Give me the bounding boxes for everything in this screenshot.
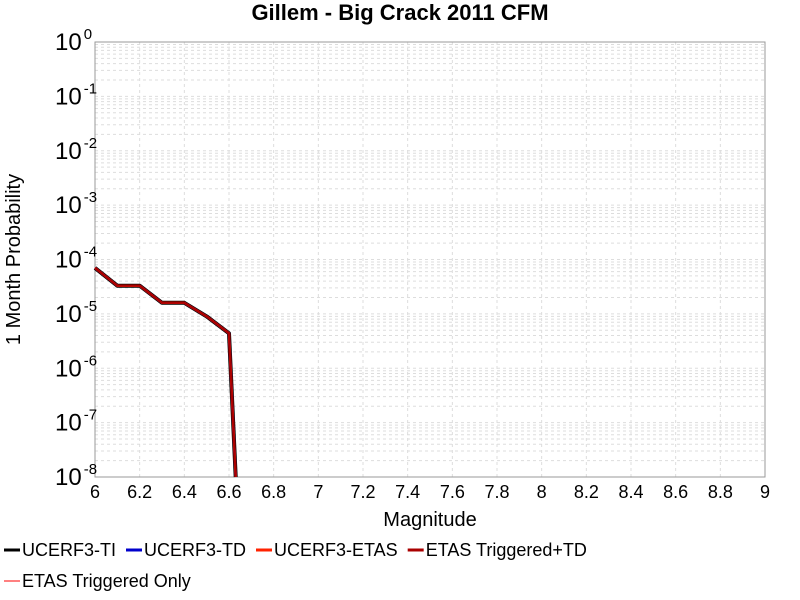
- x-tick-label: 8: [537, 482, 547, 502]
- legend-label: UCERF3-ETAS: [274, 540, 398, 560]
- x-tick-label: 6.4: [172, 482, 197, 502]
- x-axis-label: Magnitude: [383, 509, 476, 531]
- series-line: [93, 266, 238, 478]
- legend-label: UCERF3-TI: [22, 540, 116, 560]
- series-layer: [93, 266, 238, 478]
- y-tick-label: 10 -5: [55, 298, 97, 328]
- x-tick-label: 6.2: [127, 482, 152, 502]
- x-tick-label: 8.6: [663, 482, 688, 502]
- chart-title: Gillem - Big Crack 2011 CFM: [251, 0, 548, 25]
- y-tick-label: 10 -1: [55, 80, 97, 110]
- x-tick-label: 6.6: [216, 482, 241, 502]
- x-tick-label: 6: [90, 482, 100, 502]
- legend: UCERF3-TI UCERF3-TD UCERF3-ETAS ETAS Trigge…: [4, 540, 587, 591]
- grid: [94, 42, 766, 478]
- y-tick-label: 10 -2: [55, 135, 97, 165]
- legend-label: UCERF3-TD: [144, 540, 246, 560]
- x-tick-label: 7.4: [395, 482, 420, 502]
- plot-area: [94, 41, 766, 478]
- y-tick-label: 10 0: [55, 26, 92, 56]
- y-tick-label: 10 -3: [55, 189, 97, 219]
- y-tick-label: 10 -7: [55, 407, 97, 437]
- y-axis-label: 1 Month Probability: [3, 174, 25, 345]
- legend-label: ETAS Triggered+TD: [426, 540, 587, 560]
- x-tick-label: 7: [313, 482, 323, 502]
- x-tick-label: 7.2: [350, 482, 375, 502]
- x-tick-label: 7.8: [484, 482, 509, 502]
- x-tick-label: 8.2: [574, 482, 599, 502]
- x-tick-label: 9: [760, 482, 770, 502]
- y-tick-label: 10 -8: [55, 461, 97, 491]
- y-tick-label: 10 -4: [55, 244, 97, 274]
- series-line: [94, 267, 237, 478]
- x-tick-label: 6.8: [261, 482, 286, 502]
- legend-label: ETAS Triggered Only: [22, 571, 191, 591]
- x-tick-label: 8.4: [618, 482, 643, 502]
- series-line: [94, 266, 237, 478]
- series-line: [94, 266, 237, 478]
- x-tick-label: 8.8: [708, 482, 733, 502]
- y-tick-label: 10 -6: [55, 352, 97, 382]
- x-tick-labels: 6 6.2 6.4 6.6 6.8 7 7.2 7.4 7.6 7.8 8 8.2 8.4 8.6 8.8 9: [90, 482, 770, 502]
- x-tick-label: 7.6: [440, 482, 465, 502]
